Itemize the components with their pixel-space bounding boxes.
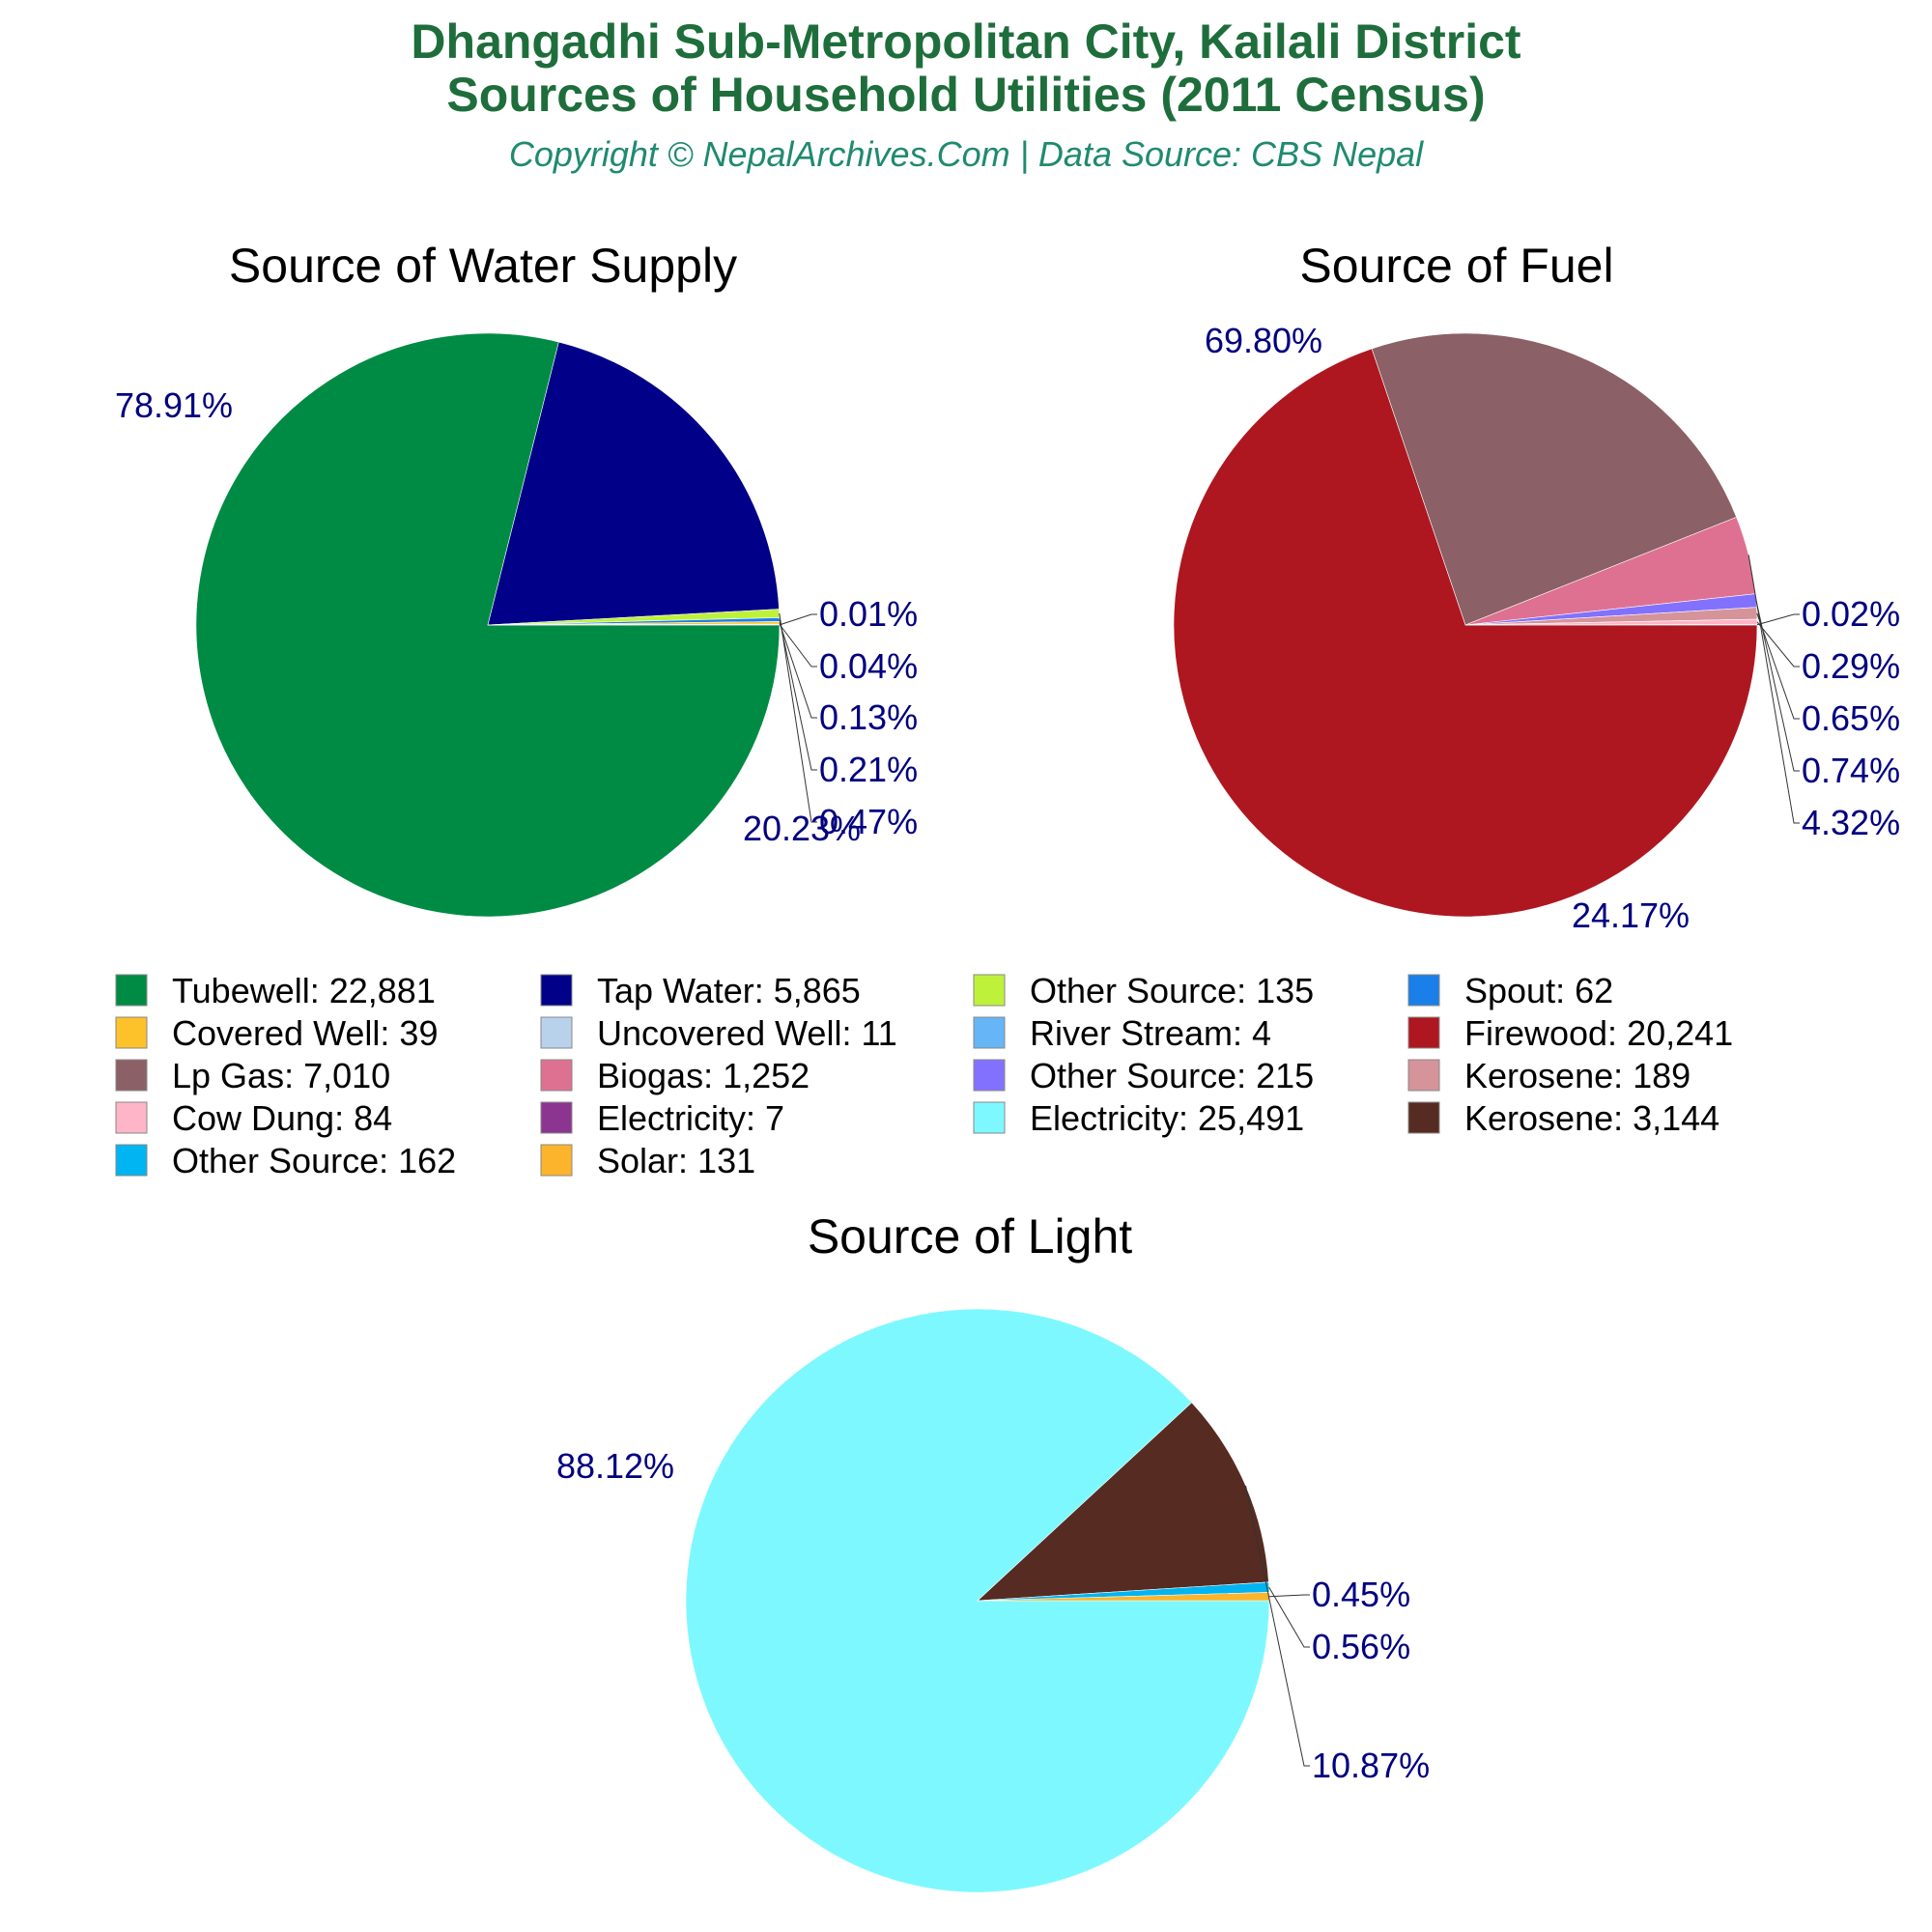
pct-label-light-kerosene: 10.87% <box>1312 1746 1430 1785</box>
legend: Tubewell: 22,881 Tap Water: 5,865 Other So… <box>115 971 1733 1180</box>
main-title-line1: Dhangadhi Sub-Metropolitan City, Kailali… <box>411 14 1520 69</box>
pct-label-light-solar: 0.45% <box>1312 1575 1410 1614</box>
leader-fuel-electricity <box>1756 613 1800 626</box>
legend-label-17: Solar: 131 <box>597 1141 755 1180</box>
legend-swatch-0 <box>115 974 148 1007</box>
pie-title-water: Source of Water Supply <box>229 239 737 293</box>
legend-swatch-14 <box>973 1101 1006 1134</box>
pct-label-water-covered-well: 0.13% <box>819 697 918 737</box>
legend-swatch-3 <box>1407 974 1440 1007</box>
leader-water-uncovered-well <box>779 624 817 668</box>
leader-light-other-source <box>1268 1586 1310 1648</box>
pie-light: 88.12% 10.87% 0.56% 0.45% <box>556 1308 1430 1893</box>
pct-label-water-other-source: 0.47% <box>819 802 918 841</box>
leader-fuel-cow-dung <box>1756 621 1800 668</box>
legend-label-1: Tap Water: 5,865 <box>597 971 861 1010</box>
legend-label-15: Kerosene: 3,144 <box>1464 1098 1719 1138</box>
pct-label-fuel-electricity: 0.02% <box>1802 594 1900 634</box>
legend-label-16: Other Source: 162 <box>172 1141 456 1180</box>
main-title-line2: Sources of Household Utilities (2011 Cen… <box>446 68 1485 122</box>
legend-label-8: Lp Gas: 7,010 <box>172 1056 390 1095</box>
legend-label-5: Uncovered Well: 11 <box>597 1013 897 1053</box>
legend-swatch-10 <box>973 1059 1006 1092</box>
legend-swatch-17 <box>540 1144 573 1177</box>
legend-label-10: Other Source: 215 <box>1030 1056 1314 1095</box>
pct-label-water-uncovered-well: 0.04% <box>819 646 918 686</box>
leader-water-spout <box>779 619 817 771</box>
legend-swatch-11 <box>1407 1059 1440 1092</box>
legend-label-11: Kerosene: 189 <box>1464 1056 1690 1095</box>
legend-swatch-5 <box>540 1016 573 1049</box>
legend-swatch-16 <box>115 1144 148 1177</box>
legend-swatch-1 <box>540 974 573 1007</box>
pie-water-supply: 78.91% 20.23%0.47% 0.21% 0.13% 0.04% 0.01% <box>115 332 918 918</box>
subtitle: Copyright © NepalArchives.Com | Data Sou… <box>509 134 1424 174</box>
legend-label-3: Spout: 62 <box>1464 971 1613 1010</box>
pie-title-fuel: Source of Fuel <box>1299 239 1613 293</box>
legend-label-9: Biogas: 1,252 <box>597 1056 810 1095</box>
leader-water-other-source <box>779 612 817 823</box>
legend-swatch-13 <box>540 1101 573 1134</box>
leader-fuel-kerosene <box>1756 612 1800 720</box>
pct-label-fuel-firewood: 69.80% <box>1205 321 1322 360</box>
slice-fuel-lp-gas <box>1371 332 1738 626</box>
leader-fuel-other-source <box>1755 600 1800 772</box>
pct-label-light-electricity: 88.12% <box>556 1446 674 1486</box>
legend-swatch-12 <box>115 1101 148 1134</box>
pct-label-water-tubewell: 78.91% <box>115 385 233 425</box>
leader-fuel-biogas <box>1747 554 1800 824</box>
legend-label-4: Covered Well: 39 <box>172 1013 438 1053</box>
pct-label-fuel-cow-dung: 0.29% <box>1802 646 1900 686</box>
leader-light-kerosene <box>1245 1485 1310 1767</box>
pct-label-light-other-source: 0.56% <box>1312 1627 1410 1666</box>
legend-swatch-6 <box>973 1016 1006 1049</box>
pie-fuel: 69.80% 24.17% 4.32% 0.74% 0.65% 0.29% 0.02% <box>1173 321 1900 935</box>
pct-label-fuel-other-source: 0.74% <box>1802 751 1900 790</box>
legend-swatch-8 <box>115 1059 148 1092</box>
legend-swatch-4 <box>115 1016 148 1049</box>
pct-label-water-tap-water: 20.23% <box>743 809 861 848</box>
leader-water-river-stream <box>779 613 817 626</box>
legend-label-7: Firewood: 20,241 <box>1464 1013 1733 1053</box>
legend-label-13: Electricity: 7 <box>597 1098 784 1138</box>
pct-label-fuel-biogas: 4.32% <box>1802 803 1900 842</box>
leader-light-solar <box>1268 1594 1310 1598</box>
slice-fuel-firewood <box>1173 348 1758 918</box>
legend-label-2: Other Source: 135 <box>1030 971 1314 1010</box>
slice-water-tap-water <box>487 341 780 626</box>
pie-title-light: Source of Light <box>808 1209 1132 1264</box>
legend-label-0: Tubewell: 22,881 <box>172 971 436 1010</box>
legend-label-12: Cow Dung: 84 <box>172 1098 392 1138</box>
pct-label-fuel-kerosene: 0.65% <box>1802 698 1900 738</box>
legend-swatch-15 <box>1407 1101 1440 1134</box>
pct-label-fuel-lp-gas: 24.17% <box>1572 895 1690 935</box>
pct-label-water-river-stream: 0.01% <box>819 594 918 634</box>
legend-label-14: Electricity: 25,491 <box>1030 1098 1304 1138</box>
leader-water-covered-well <box>779 622 817 719</box>
legend-label-6: River Stream: 4 <box>1030 1013 1271 1053</box>
legend-swatch-2 <box>973 974 1006 1007</box>
pct-label-water-spout: 0.21% <box>819 750 918 789</box>
legend-swatch-9 <box>540 1059 573 1092</box>
legend-swatch-7 <box>1407 1016 1440 1049</box>
